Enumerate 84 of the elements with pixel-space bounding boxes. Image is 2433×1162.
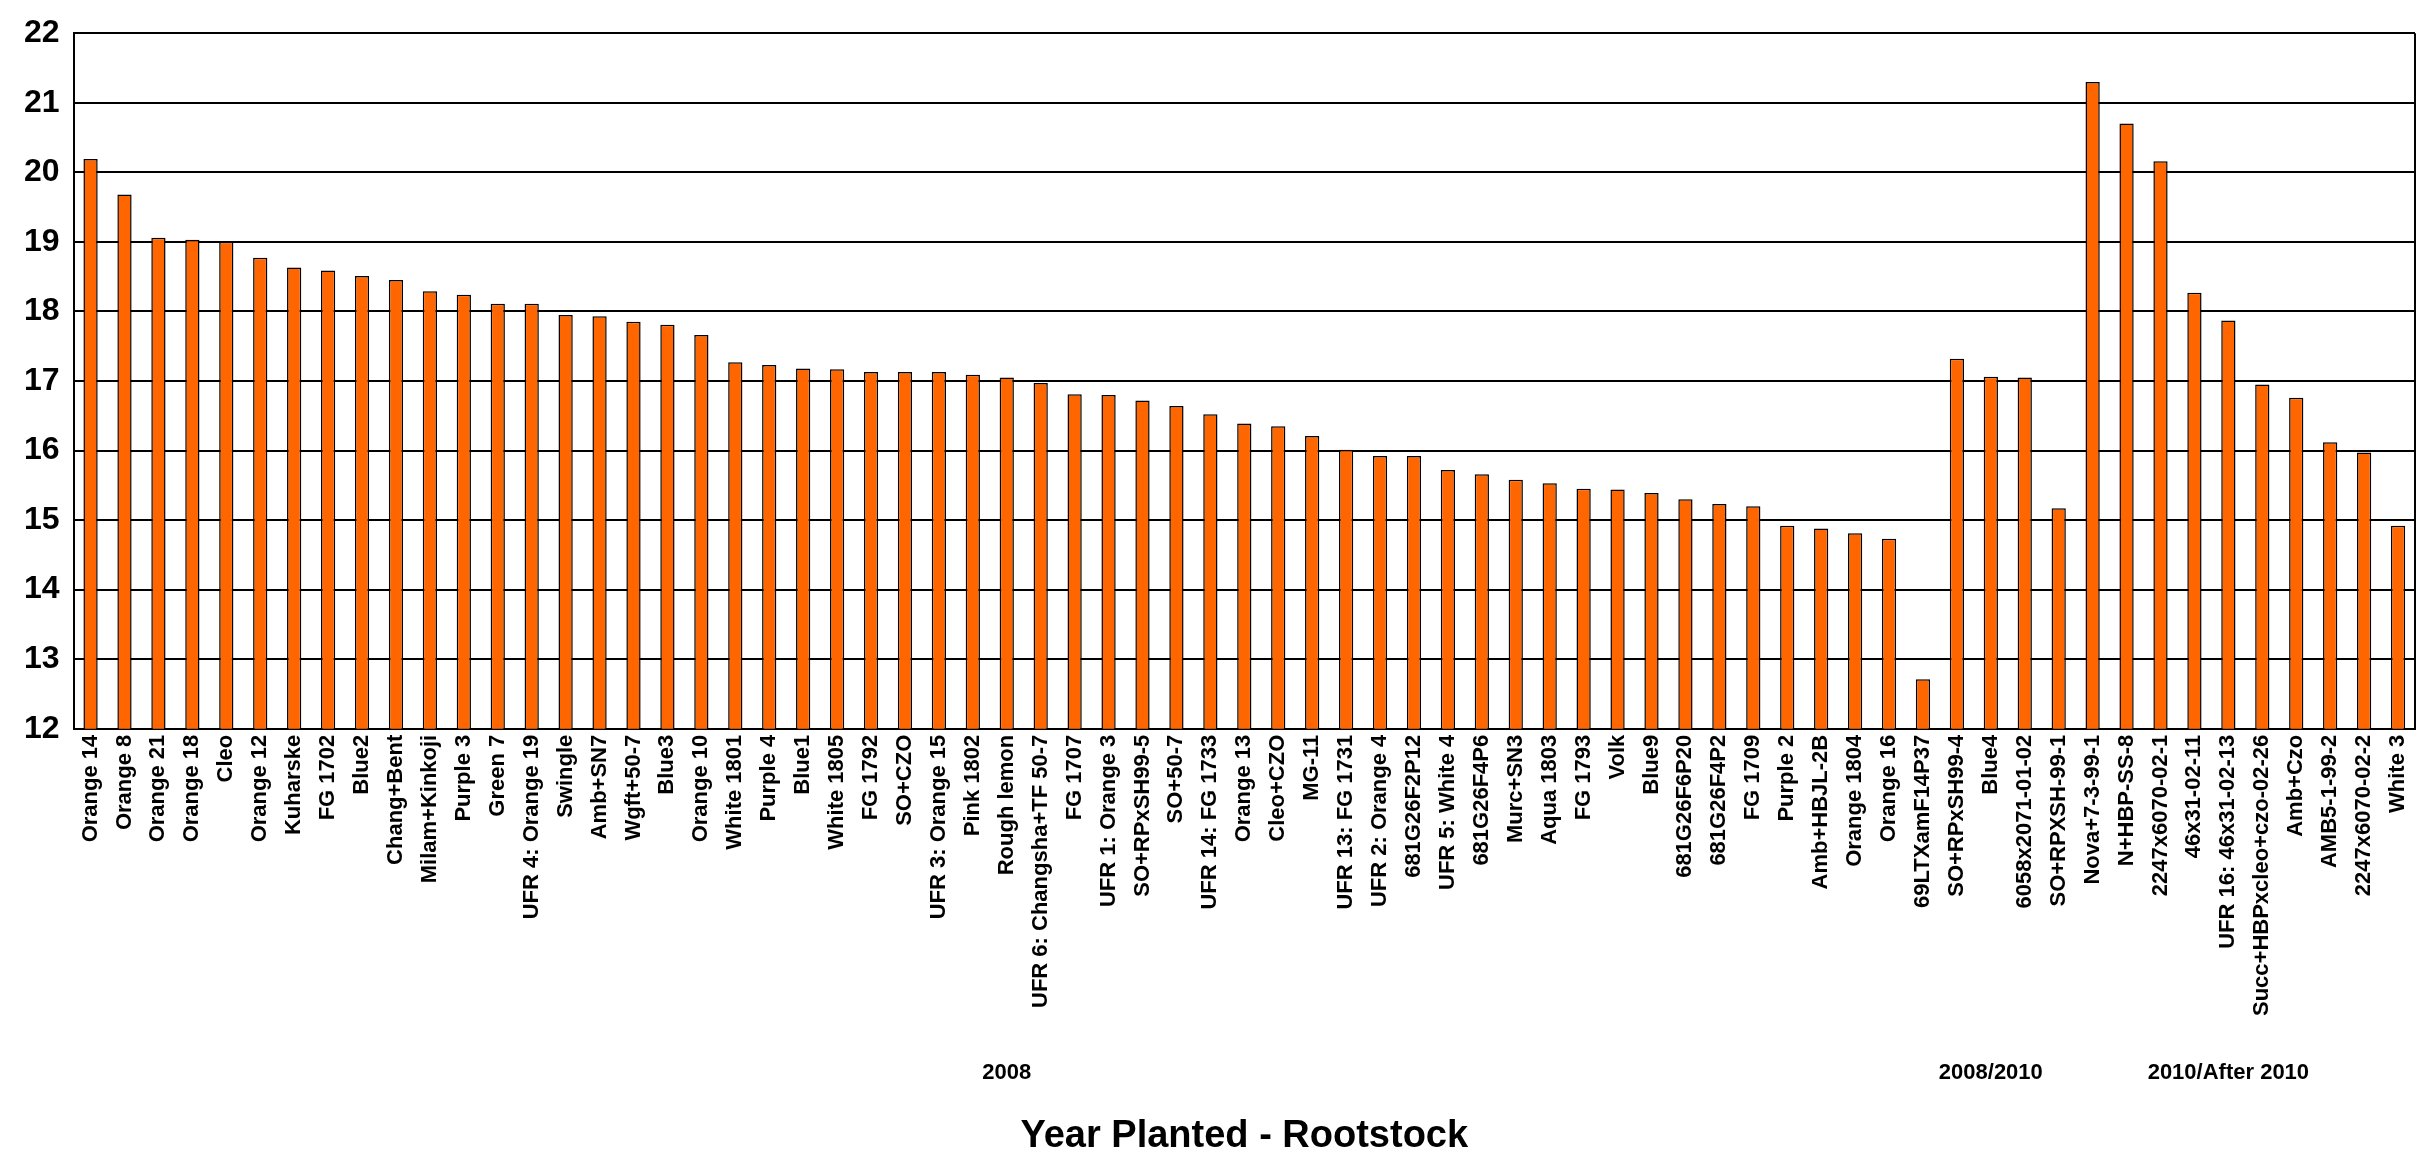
x-tick-label: 6058x2071-01-02 bbox=[2010, 734, 2036, 909]
x-tick-label: FG 1792 bbox=[857, 734, 883, 821]
x-tick-label: Milam+Kinkoji bbox=[415, 734, 441, 884]
x-tick-label: Cleo bbox=[212, 734, 238, 783]
x-tick-label: Green 7 bbox=[483, 734, 509, 817]
x-tick-label: 2247x6070-02-1 bbox=[2146, 734, 2172, 897]
y-tick-label: 12 bbox=[24, 708, 60, 745]
annotation: 2010/After 2010 bbox=[2147, 1059, 2310, 1085]
x-tick-label: Kuharske bbox=[280, 734, 306, 836]
x-tick-label: Murc+SN3 bbox=[1501, 734, 1527, 843]
x-tick-label: Purple 4 bbox=[755, 733, 781, 822]
x-tick-label: Amb+HBJL-2B bbox=[1807, 734, 1833, 890]
x-tick-label: 681G26F6P20 bbox=[1671, 734, 1697, 878]
y-tick-label: 18 bbox=[24, 291, 60, 328]
x-tick-label: UFR 6: Changsha+TF 50-7 bbox=[1026, 734, 1052, 1008]
x-tick-label: White 1801 bbox=[721, 734, 747, 850]
y-tick-label: 22 bbox=[24, 13, 60, 50]
x-tick-label: 69LTXamF14P37 bbox=[1909, 734, 1935, 908]
x-tick-label: Orange 18 bbox=[178, 734, 204, 843]
x-tick-label: 681G26F2P12 bbox=[1400, 734, 1426, 878]
y-tick-label: 21 bbox=[24, 82, 60, 119]
x-tick-label: Succ+HBPxcleo+czo-02-26 bbox=[2248, 734, 2274, 1017]
x-tick-label: White 1805 bbox=[823, 734, 849, 850]
x-tick-label: MG-11 bbox=[1298, 734, 1324, 801]
x-tick-label: Blue4 bbox=[1976, 734, 2002, 795]
x-tick-label: Amb+SN7 bbox=[585, 734, 611, 840]
x-tick-label: Orange 10 bbox=[687, 734, 713, 843]
x-tick-label: UFR 2: Orange 4 bbox=[1366, 733, 1392, 908]
y-tick-label: 14 bbox=[24, 569, 60, 606]
x-tick-label: Purple 2 bbox=[1773, 734, 1799, 822]
x-tick-label: 46x31-02-11 bbox=[2180, 734, 2206, 859]
x-tick-label: Pink 1802 bbox=[958, 734, 984, 837]
x-tick-label: Volk bbox=[1603, 733, 1629, 780]
x-axis-title: Year Planted - Rootstock bbox=[1020, 1113, 1469, 1156]
x-tick-label: UFR 16: 46x31-02-13 bbox=[2214, 734, 2240, 949]
x-tick-label: Orange 8 bbox=[110, 734, 136, 831]
x-tick-label: Blue3 bbox=[653, 734, 679, 795]
x-tick-label: Chang+Bent bbox=[382, 734, 408, 865]
x-tick-label: UFR 13: FG 1731 bbox=[1332, 734, 1358, 910]
x-tick-label: Blue1 bbox=[789, 734, 815, 795]
x-tick-label: Rough lemon bbox=[992, 734, 1018, 876]
x-tick-label: FG 1707 bbox=[1060, 734, 1086, 821]
x-tick-label: 2247x6070-02-2 bbox=[2350, 734, 2376, 897]
x-tick-label: UFR 3: Orange 15 bbox=[924, 734, 950, 920]
y-tick-label: 16 bbox=[24, 430, 60, 467]
x-tick-label: FG 1793 bbox=[1569, 734, 1595, 821]
x-tick-label: UFR 14: FG 1733 bbox=[1196, 734, 1222, 910]
x-tick-label: SO+RPxSH99-4 bbox=[1942, 733, 1968, 897]
x-tick-label: SO+50-7 bbox=[1162, 734, 1188, 824]
x-tick-label: Blue2 bbox=[348, 734, 374, 795]
y-tick-label: 19 bbox=[24, 221, 60, 258]
x-tick-label: SO+CZO bbox=[891, 734, 917, 826]
x-tick-label: Orange 12 bbox=[246, 734, 272, 843]
x-tick-label: Swingle bbox=[551, 734, 577, 818]
y-tick-label: 15 bbox=[24, 499, 60, 536]
x-tick-label: Orange 21 bbox=[144, 734, 170, 843]
annotation: 2008/2010 bbox=[1938, 1059, 2043, 1085]
x-tick-label: SO+RPXSH-99-1 bbox=[2044, 734, 2070, 907]
x-tick-label: N+HBP-SS-8 bbox=[2112, 734, 2138, 867]
x-tick-label: Orange 13 bbox=[1230, 734, 1256, 843]
x-tick-label: Cleo+CZO bbox=[1264, 734, 1290, 842]
x-tick-label: FG 1702 bbox=[314, 734, 340, 821]
x-tick-label: Purple 3 bbox=[449, 734, 475, 822]
x-tick-label: Orange 16 bbox=[1875, 734, 1901, 843]
x-tick-label: AMB5-1-99-2 bbox=[2316, 734, 2342, 869]
x-tick-label: 681G26F4P2 bbox=[1705, 734, 1731, 866]
y-tick-label: 17 bbox=[24, 360, 60, 397]
x-tick-label: UFR 5: White 4 bbox=[1433, 733, 1459, 890]
x-tick-label: Blue9 bbox=[1637, 734, 1663, 795]
annotation: 2008 bbox=[982, 1059, 1032, 1085]
x-tick-label: Nova+7-3-99-1 bbox=[2078, 734, 2104, 885]
x-tick-label: FG 1709 bbox=[1739, 734, 1765, 821]
x-tick-label: Orange 1804 bbox=[1841, 733, 1867, 867]
x-tick-label: Orange 14 bbox=[76, 733, 102, 843]
x-tick-label: UFR 1: Orange 3 bbox=[1094, 734, 1120, 908]
x-tick-label: UFR 4: Orange 19 bbox=[517, 734, 543, 920]
x-tick-label: Aqua 1803 bbox=[1535, 734, 1561, 845]
x-tick-label: White 3 bbox=[2384, 734, 2410, 813]
x-tick-label: Wgft+50-7 bbox=[619, 734, 645, 841]
y-tick-label: 20 bbox=[24, 152, 60, 189]
x-tick-label: 681G26F4P6 bbox=[1467, 734, 1493, 866]
y-tick-label: 13 bbox=[24, 639, 60, 676]
x-tick-label: SO+RPxSH99-5 bbox=[1128, 734, 1154, 897]
x-tick-label: Amb+Czo bbox=[2282, 734, 2308, 837]
